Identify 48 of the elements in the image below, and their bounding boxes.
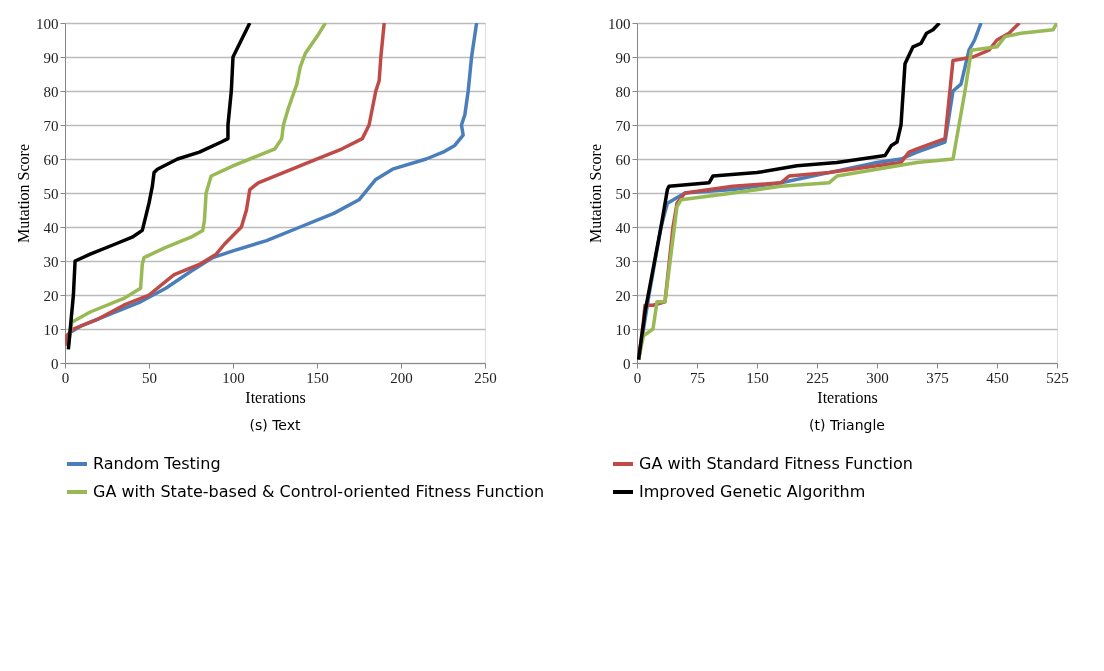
x-tick-label: 100	[222, 369, 245, 386]
legend-label: Random Testing	[93, 454, 221, 473]
x-tick-label: 75	[690, 369, 705, 386]
x-tick-label: 250	[474, 369, 497, 386]
y-tick-label: 20	[615, 287, 631, 304]
y-tick-label: 70	[615, 117, 631, 134]
x-tick-label: 525	[1046, 369, 1069, 386]
y-tick-label: 90	[43, 49, 59, 66]
text: (t) Triangle	[809, 417, 885, 433]
x-tick-label: 0	[61, 369, 70, 386]
x-axis-title: Iterations	[245, 388, 306, 406]
legend-label: Improved Genetic Algorithm	[639, 482, 866, 501]
x-tick-label: 150	[306, 369, 329, 386]
y-axis-title: Mutation Score	[15, 143, 32, 244]
x-tick-label: 225	[806, 369, 829, 386]
y-tick-label: 0	[623, 355, 631, 372]
x-tick-label: 0	[633, 369, 642, 386]
y-tick-label: 50	[43, 185, 59, 202]
text: (s) Text	[249, 417, 301, 433]
y-tick-label: 80	[43, 83, 59, 100]
y-tick-label: 100	[36, 15, 59, 32]
y-tick-label: 70	[43, 117, 59, 134]
y-tick-label: 40	[615, 219, 631, 236]
y-tick-label: 10	[43, 321, 59, 338]
y-tick-label: 10	[615, 321, 631, 338]
x-tick-label: 50	[142, 369, 157, 386]
y-tick-label: 90	[615, 49, 631, 66]
line-series	[65, 23, 386, 348]
x-tick-label: 150	[746, 369, 769, 386]
y-tick-label: 0	[51, 355, 59, 372]
y-tick-label: 100	[608, 15, 631, 32]
line-series	[66, 23, 252, 352]
y-tick-label: 80	[615, 83, 631, 100]
y-tick-label: 30	[615, 253, 631, 270]
x-axis-title: Iterations	[817, 388, 878, 406]
y-tick-label: 60	[43, 151, 59, 168]
x-tick-label: 375	[926, 369, 949, 386]
x-tick-label: 300	[866, 369, 889, 386]
legend-label: GA with State-based & Control-oriented Fitness Function	[93, 482, 545, 501]
x-tick-label: 200	[390, 369, 413, 386]
x-tick-label: 450	[986, 369, 1009, 386]
y-axis-title: Mutation Score	[587, 143, 604, 244]
y-tick-label: 40	[43, 219, 59, 236]
legend-label: GA with Standard Fitness Function	[639, 454, 913, 473]
y-tick-label: 20	[43, 287, 59, 304]
y-tick-label: 50	[615, 185, 631, 202]
y-tick-label: 30	[43, 253, 59, 270]
y-tick-label: 60	[615, 151, 631, 168]
